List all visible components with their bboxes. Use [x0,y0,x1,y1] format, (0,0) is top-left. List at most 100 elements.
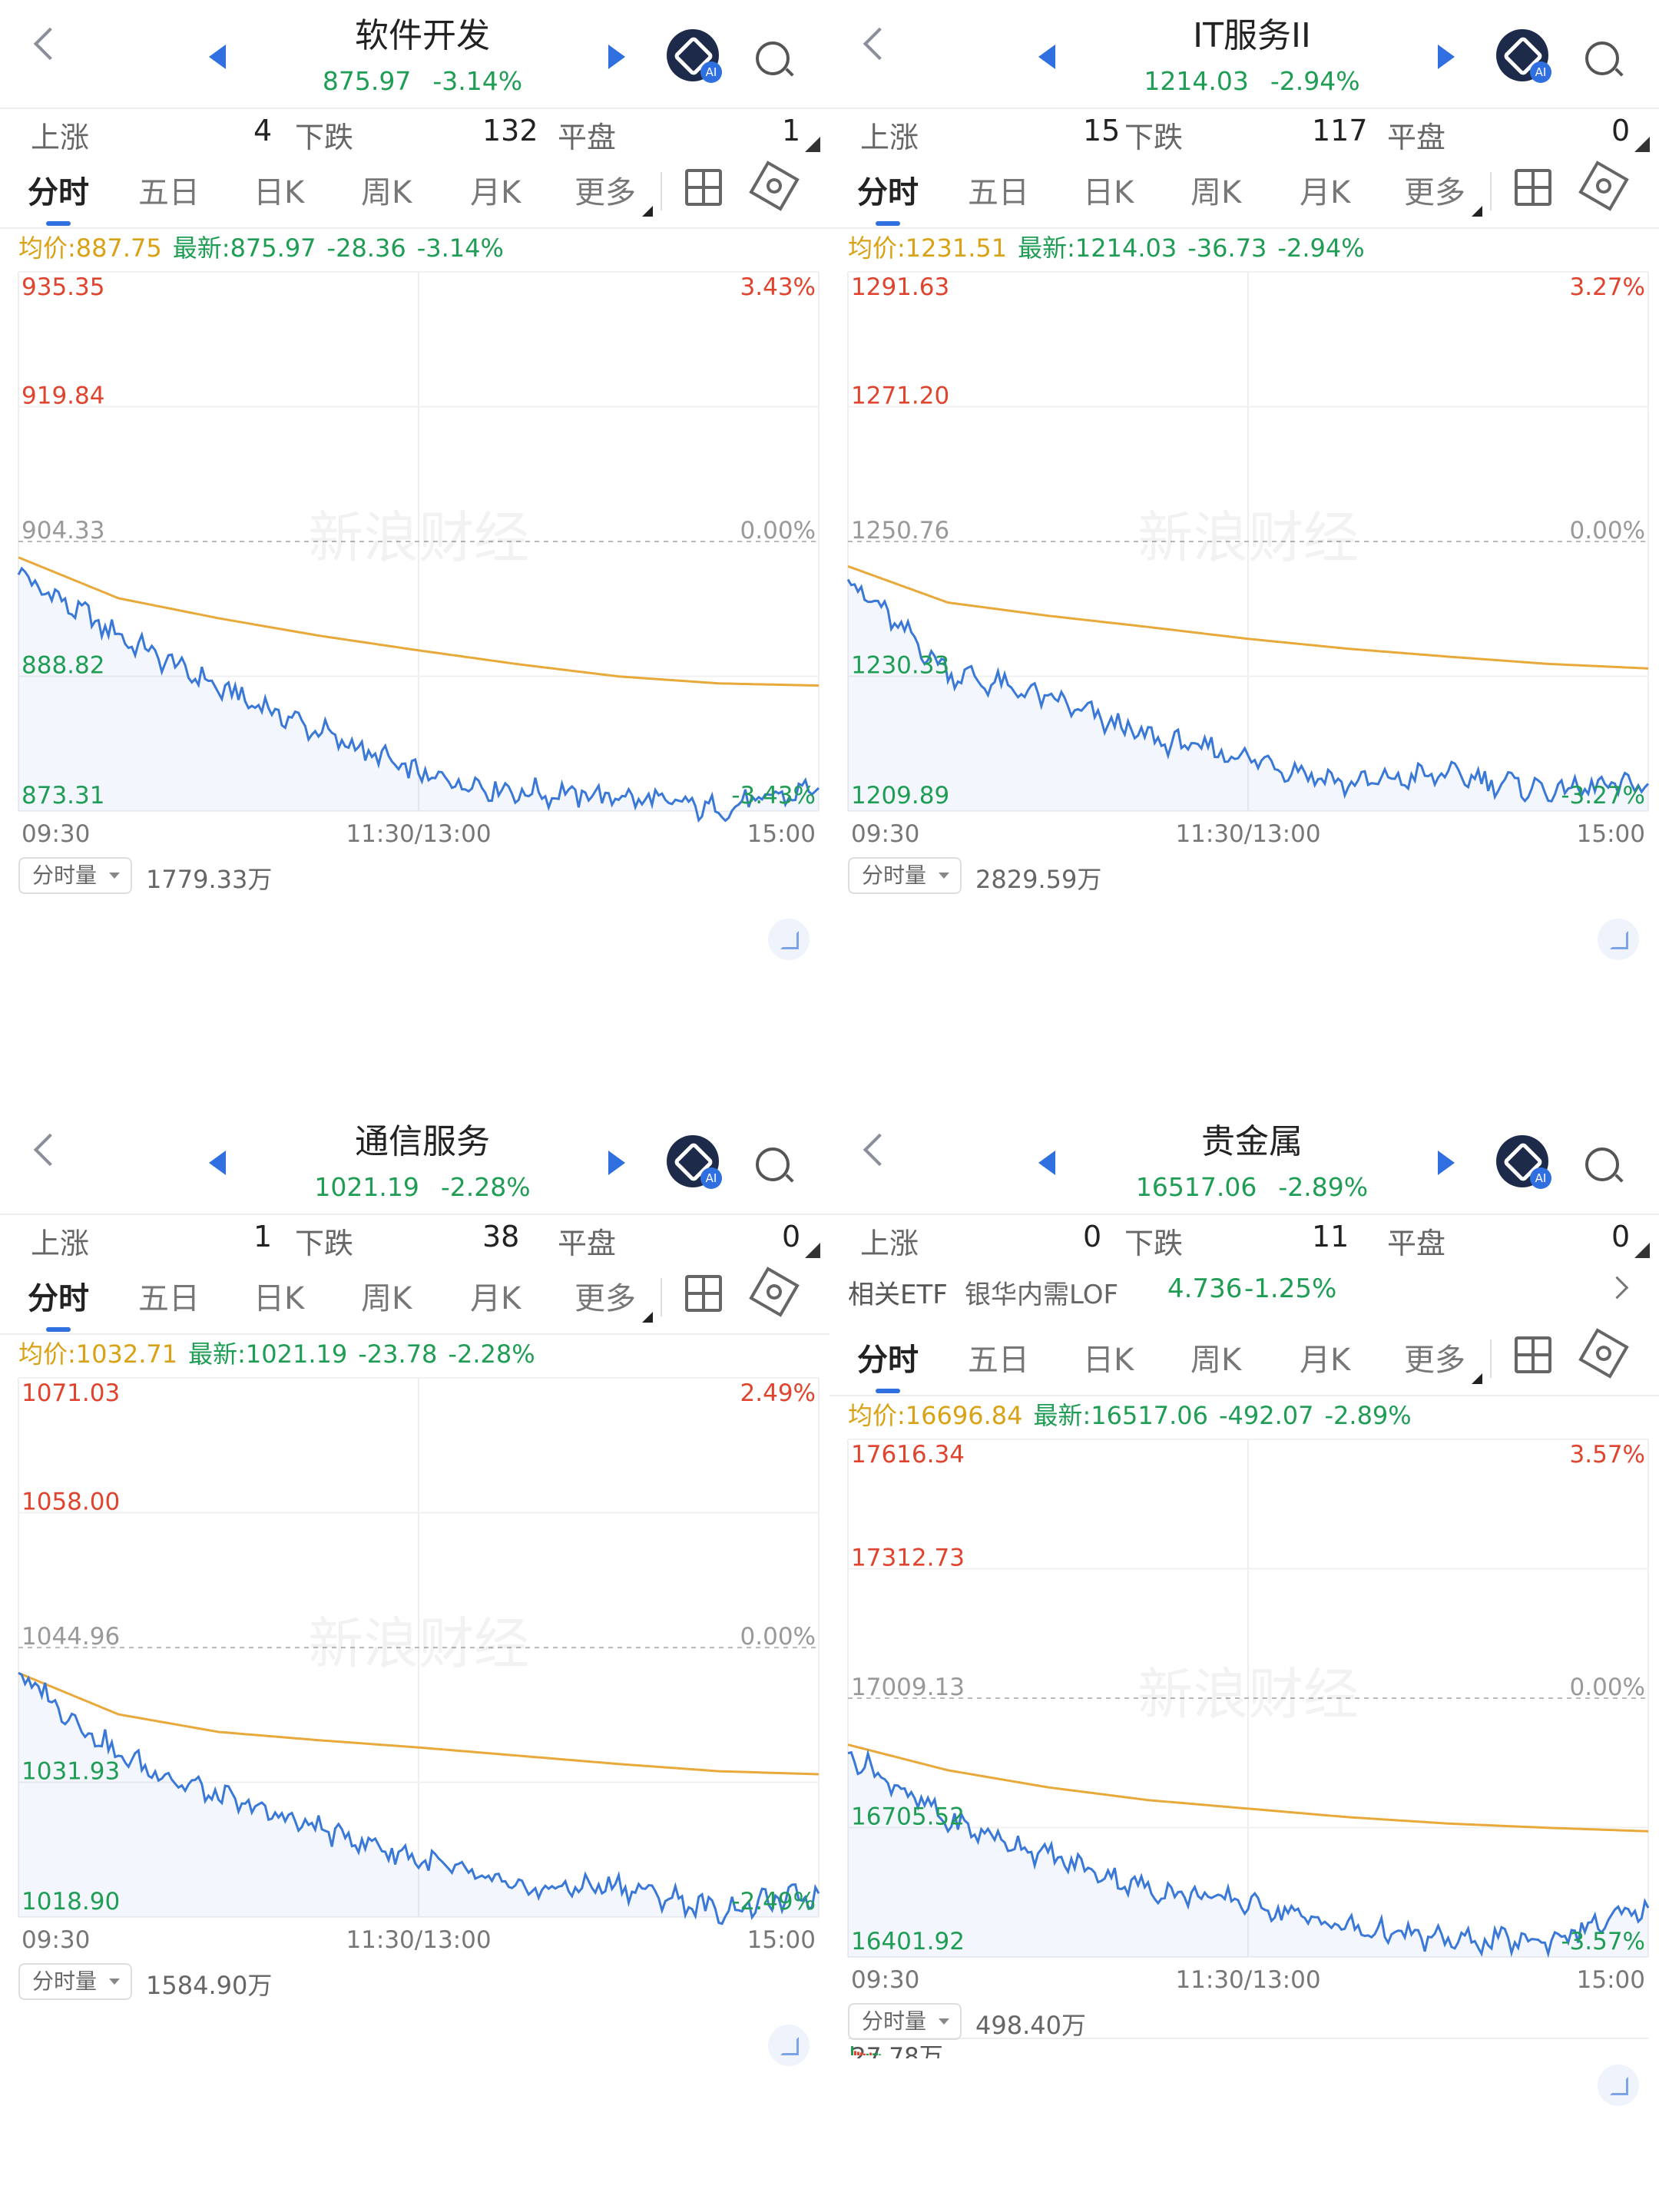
layout-grid-icon[interactable] [685,1275,722,1312]
tab-more[interactable]: 更多 [1404,167,1482,217]
x-tick-label: 11:30/13:00 [346,1926,491,1954]
settings-icon[interactable] [749,1267,800,1317]
expand-icon[interactable] [768,919,810,960]
volume-bar [876,2052,878,2055]
chevron-right-icon[interactable] [1605,1276,1629,1300]
ai-assistant-icon[interactable]: AI [1496,29,1551,83]
change-pct: -2.89% [1324,1401,1412,1430]
down-count: 11 [1312,1220,1349,1253]
tab-intraday[interactable]: 分时 [28,1273,89,1332]
tab-five-day[interactable]: 五日 [968,1343,1029,1378]
down-count: 38 [482,1220,520,1253]
intraday-chart[interactable]: 新浪财经 1291.63 1271.20 1250.76 1230.33 1209.89 3… [830,261,1659,891]
tab-more[interactable]: 更多 [1404,1335,1482,1384]
layout-grid-icon[interactable] [685,169,722,206]
breadth-bar: 上涨 4 下跌 132 平盘 1 [0,108,830,155]
tab-daily-k[interactable]: 日K [1083,1343,1134,1378]
layout-grid-icon[interactable] [1515,1336,1551,1373]
panel-header: 软件开发 875.97 -3.14% AI [0,0,830,108]
tab-five-day[interactable]: 五日 [138,175,200,210]
layout-grid-icon[interactable] [1515,169,1551,206]
volume-total: 1584.90万 [146,1971,273,2000]
settings-icon[interactable] [1578,161,1629,211]
back-icon[interactable] [33,27,67,61]
y-tick-label: 1230.33 [851,652,949,680]
next-index-icon[interactable] [608,1151,625,1175]
tab-more[interactable]: 更多 [575,1273,653,1323]
pct-mid-label: 0.00% [1570,1674,1645,1701]
intraday-chart[interactable]: 新浪财经 17616.34 17312.73 17009.13 16705.52 1640… [830,1429,1659,2058]
expand-icon[interactable] [1598,919,1639,960]
search-icon[interactable] [1585,41,1619,75]
x-tick-label: 09:30 [22,820,90,848]
tab-monthly-k[interactable]: 月K [1300,1343,1351,1378]
next-index-icon[interactable] [608,45,625,69]
tab-monthly-k[interactable]: 月K [1300,175,1351,210]
related-etf-row[interactable]: 相关ETF 银华内需LOF 4.736 -1.25% [830,1260,1659,1321]
tab-intraday[interactable]: 分时 [857,167,919,226]
volume-select[interactable]: 分时量 [18,1963,132,2000]
settings-icon[interactable] [1578,1328,1629,1379]
ai-assistant-icon[interactable]: AI [1496,1135,1551,1189]
expand-icon[interactable] [1598,2065,1639,2106]
pct-bottom-label: -3.43% [731,782,816,810]
tab-weekly-k[interactable]: 周K [1190,175,1242,210]
last-price: 875.97 [230,233,316,263]
ai-assistant-icon[interactable]: AI [667,1135,722,1189]
volume-bar [854,2051,856,2055]
search-icon[interactable] [756,41,790,75]
back-icon[interactable] [863,27,896,61]
prev-index-icon[interactable] [1038,1151,1055,1175]
tab-monthly-k[interactable]: 月K [470,1281,522,1316]
next-index-icon[interactable] [1438,1151,1455,1175]
volume-select[interactable]: 分时量 [18,857,132,894]
etf-name: 银华内需LOF [965,1280,1119,1310]
intraday-chart[interactable]: 新浪财经 1071.03 1058.00 1044.96 1031.93 1018.90 2… [0,1367,830,1997]
prev-index-icon[interactable] [209,45,226,69]
pct-mid-label: 0.00% [1570,517,1645,545]
pct-mid-label: 0.00% [740,1623,816,1651]
chart-grid [847,271,1649,812]
tab-daily-k[interactable]: 日K [1083,175,1134,210]
tab-five-day[interactable]: 五日 [138,1281,200,1316]
tab-intraday[interactable]: 分时 [857,1335,919,1393]
next-index-icon[interactable] [1438,45,1455,69]
expand-icon[interactable] [768,2025,810,2066]
tab-daily-k[interactable]: 日K [253,1281,305,1316]
volume-bar [869,2052,872,2055]
tab-daily-k[interactable]: 日K [253,175,305,210]
y-tick-label: 17312.73 [851,1545,965,1572]
change-value: -28.36 [326,233,406,263]
tab-weekly-k[interactable]: 周K [361,175,412,210]
search-icon[interactable] [756,1147,790,1181]
up-count: 1 [253,1220,273,1253]
prev-index-icon[interactable] [209,1151,226,1175]
search-icon[interactable] [1585,1147,1619,1181]
settings-icon[interactable] [749,161,800,211]
change-value: -36.73 [1187,233,1267,263]
tab-weekly-k[interactable]: 周K [361,1281,412,1316]
breadth-bar: 上涨 1 下跌 38 平盘 0 [0,1214,830,1261]
tab-intraday[interactable]: 分时 [28,167,89,226]
up-label: 上涨 [860,121,919,154]
volume-select[interactable]: 分时量 [848,857,962,894]
price-line [847,1749,1650,1959]
flat-count: 1 [782,114,801,147]
x-tick-label: 11:30/13:00 [1175,820,1320,848]
volume-bars [851,2046,881,2055]
back-icon[interactable] [863,1133,896,1167]
tab-monthly-k[interactable]: 月K [470,175,522,210]
tab-weekly-k[interactable]: 周K [1190,1343,1242,1378]
corner-icon [1634,1243,1650,1258]
back-icon[interactable] [33,1133,67,1167]
prev-index-icon[interactable] [1038,45,1055,69]
volume-select[interactable]: 分时量 [848,2003,962,2040]
tab-five-day[interactable]: 五日 [968,175,1029,210]
intraday-chart[interactable]: 新浪财经 935.35 919.84 904.33 888.82 873.31 3.43% 0… [0,261,830,891]
tab-more[interactable]: 更多 [575,167,653,217]
x-tick-label: 09:30 [22,1926,90,1954]
up-count: 15 [1083,114,1121,147]
ai-assistant-icon[interactable]: AI [667,29,722,83]
x-tick-label: 09:30 [851,820,919,848]
change-value: -492.07 [1218,1401,1314,1430]
